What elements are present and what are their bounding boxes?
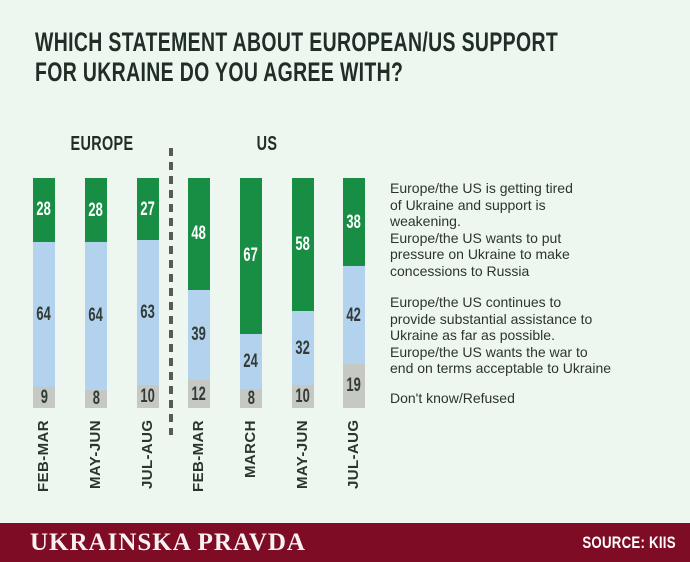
title-line-1: WHICH STATEMENT ABOUT EUROPEAN/US SUPPOR… [35, 27, 559, 57]
bar-segment-green: 27 [137, 178, 159, 241]
group-divider-dashed-line [169, 148, 173, 435]
bar-segment-blue: 32 [292, 311, 314, 385]
legend-item-gray: Don't know/Refused [390, 390, 515, 406]
segment-value-label: 10 [140, 385, 156, 407]
bar-segment-blue: 42 [343, 266, 365, 364]
segment-value-label: 67 [243, 245, 259, 267]
segment-value-label: 42 [346, 304, 362, 326]
bar-segment-gray: 10 [292, 384, 314, 408]
bar-segment-gray: 9 [33, 387, 55, 409]
segment-value-label: 63 [140, 302, 156, 324]
segment-value-label: 32 [295, 337, 311, 359]
bar-segment-gray: 10 [137, 384, 159, 408]
title-line-2: FOR UKRAINE DO YOU AGREE WITH? [35, 57, 404, 87]
legend-item-green: Europe/the US is getting tired of Ukrain… [390, 180, 573, 279]
stacked-bar-us-feb-mar: 48 39 12 [188, 178, 210, 408]
source-credit: SOURCE: KIIS [582, 533, 676, 552]
stacked-bar-us-jul-aug: 38 42 19 [343, 178, 365, 408]
segment-value-label: 39 [191, 324, 207, 346]
footer-bar: UKRAINSKA PRAVDA SOURCE: KIIS [0, 523, 690, 562]
segment-value-label: 8 [247, 388, 255, 410]
bar-segment-gray: 8 [85, 388, 107, 410]
stacked-bar-us-may-jun: 58 32 10 [292, 178, 314, 408]
bar-segment-blue: 64 [33, 241, 55, 388]
segment-value-label: 28 [36, 199, 52, 221]
legend-item-blue: Europe/the US continues to provide subst… [390, 294, 612, 377]
stacked-bar-europe-jul-aug: 27 63 10 [137, 178, 159, 408]
page-title: WHICH STATEMENT ABOUT EUROPEAN/US SUPPOR… [35, 27, 611, 87]
segment-value-label: 28 [88, 199, 104, 221]
x-axis-label: JUL-AUG [345, 420, 362, 490]
bar-segment-gray: 12 [188, 380, 210, 408]
x-axis-label: MARCH [242, 420, 259, 478]
bar-segment-blue: 63 [137, 240, 159, 385]
bar-segment-green: 67 [240, 178, 262, 334]
segment-value-label: 24 [243, 351, 259, 373]
x-axis-label: MAY-JUN [294, 420, 311, 489]
bar-segment-green: 28 [33, 178, 55, 242]
segment-value-label: 19 [346, 375, 362, 397]
bar-segment-blue: 24 [240, 333, 262, 390]
bar-segment-green: 28 [85, 178, 107, 243]
x-axis-label: FEB-MAR [190, 420, 207, 492]
segment-value-label: 27 [140, 198, 156, 220]
bar-segment-green: 48 [188, 178, 210, 290]
x-axis-label: JUL-AUG [139, 420, 156, 490]
bar-segment-gray: 19 [343, 363, 365, 408]
x-axis-label: FEB-MAR [35, 420, 52, 492]
group-header-us: US [256, 133, 278, 155]
segment-value-label: 38 [346, 211, 362, 233]
stacked-bar-europe-may-jun: 28 64 8 [85, 178, 107, 408]
brand-logo: UKRAINSKA PRAVDA [30, 529, 306, 556]
bar-segment-gray: 8 [240, 389, 262, 408]
segment-value-label: 48 [191, 223, 207, 245]
bar-segment-blue: 39 [188, 289, 210, 381]
bar-segment-green: 38 [343, 178, 365, 267]
segment-value-label: 58 [295, 234, 311, 256]
group-header-europe: EUROPE [70, 133, 134, 155]
segment-value-label: 10 [295, 385, 311, 407]
segment-value-label: 8 [92, 388, 100, 410]
segment-value-label: 9 [40, 387, 48, 409]
segment-value-label: 64 [36, 304, 52, 326]
bar-segment-blue: 64 [85, 242, 107, 390]
bar-segment-green: 58 [292, 178, 314, 312]
stacked-bar-us-march: 67 24 8 [240, 178, 262, 408]
stacked-bar-europe-feb-mar: 28 64 9 [33, 178, 55, 408]
segment-value-label: 64 [88, 305, 104, 327]
segment-value-label: 12 [191, 383, 207, 405]
x-axis-label: MAY-JUN [87, 420, 104, 489]
